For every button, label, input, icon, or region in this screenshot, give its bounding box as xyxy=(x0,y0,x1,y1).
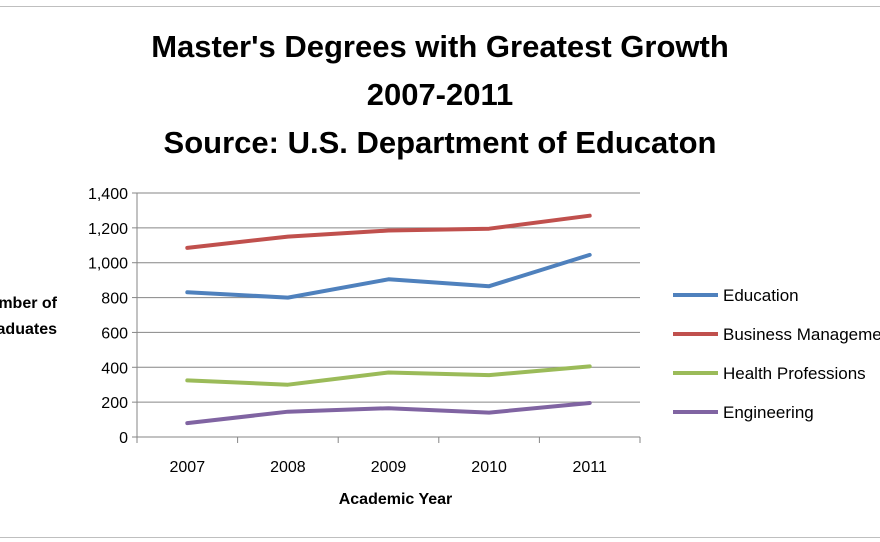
y-tick-label: 1,200 xyxy=(88,221,128,238)
chart-frame xyxy=(0,6,880,538)
series-line-education xyxy=(185,252,592,300)
y-tick-label: 400 xyxy=(101,360,128,377)
series-line-business-management xyxy=(185,213,592,250)
chart-title-line-2: 2007-2011 xyxy=(366,77,514,112)
x-tick-label: 2007 xyxy=(170,459,206,476)
legend-label: Health Professions xyxy=(723,364,866,383)
y-tick-label: 200 xyxy=(101,395,128,412)
x-tick-label: 2008 xyxy=(270,459,306,476)
y-tick-label: 0 xyxy=(119,430,128,447)
y-axis-title-line: Number of xyxy=(0,295,58,312)
y-tick-label: 600 xyxy=(101,325,128,342)
series-line-engineering xyxy=(185,401,592,426)
legend-label: Business Management xyxy=(723,325,880,344)
x-tick-label: 2010 xyxy=(471,459,507,476)
y-tick-label: 1,000 xyxy=(88,256,128,273)
y-tick-label: 800 xyxy=(101,291,128,308)
y-tick-label: 1,400 xyxy=(88,186,128,203)
legend-label: Education xyxy=(723,286,799,305)
series-line-health-professions xyxy=(185,364,592,387)
legend-label: Engineering xyxy=(723,403,814,422)
x-axis-title: Academic Year xyxy=(339,491,453,508)
chart-title-line-3: Source: U.S. Department of Educaton xyxy=(163,125,717,160)
chart-title-line-1: Master's Degrees with Greatest Growth xyxy=(151,29,729,64)
x-tick-label: 2009 xyxy=(371,459,407,476)
y-axis-title-line: Graduates xyxy=(0,321,57,338)
x-tick-label: 2011 xyxy=(572,459,607,476)
